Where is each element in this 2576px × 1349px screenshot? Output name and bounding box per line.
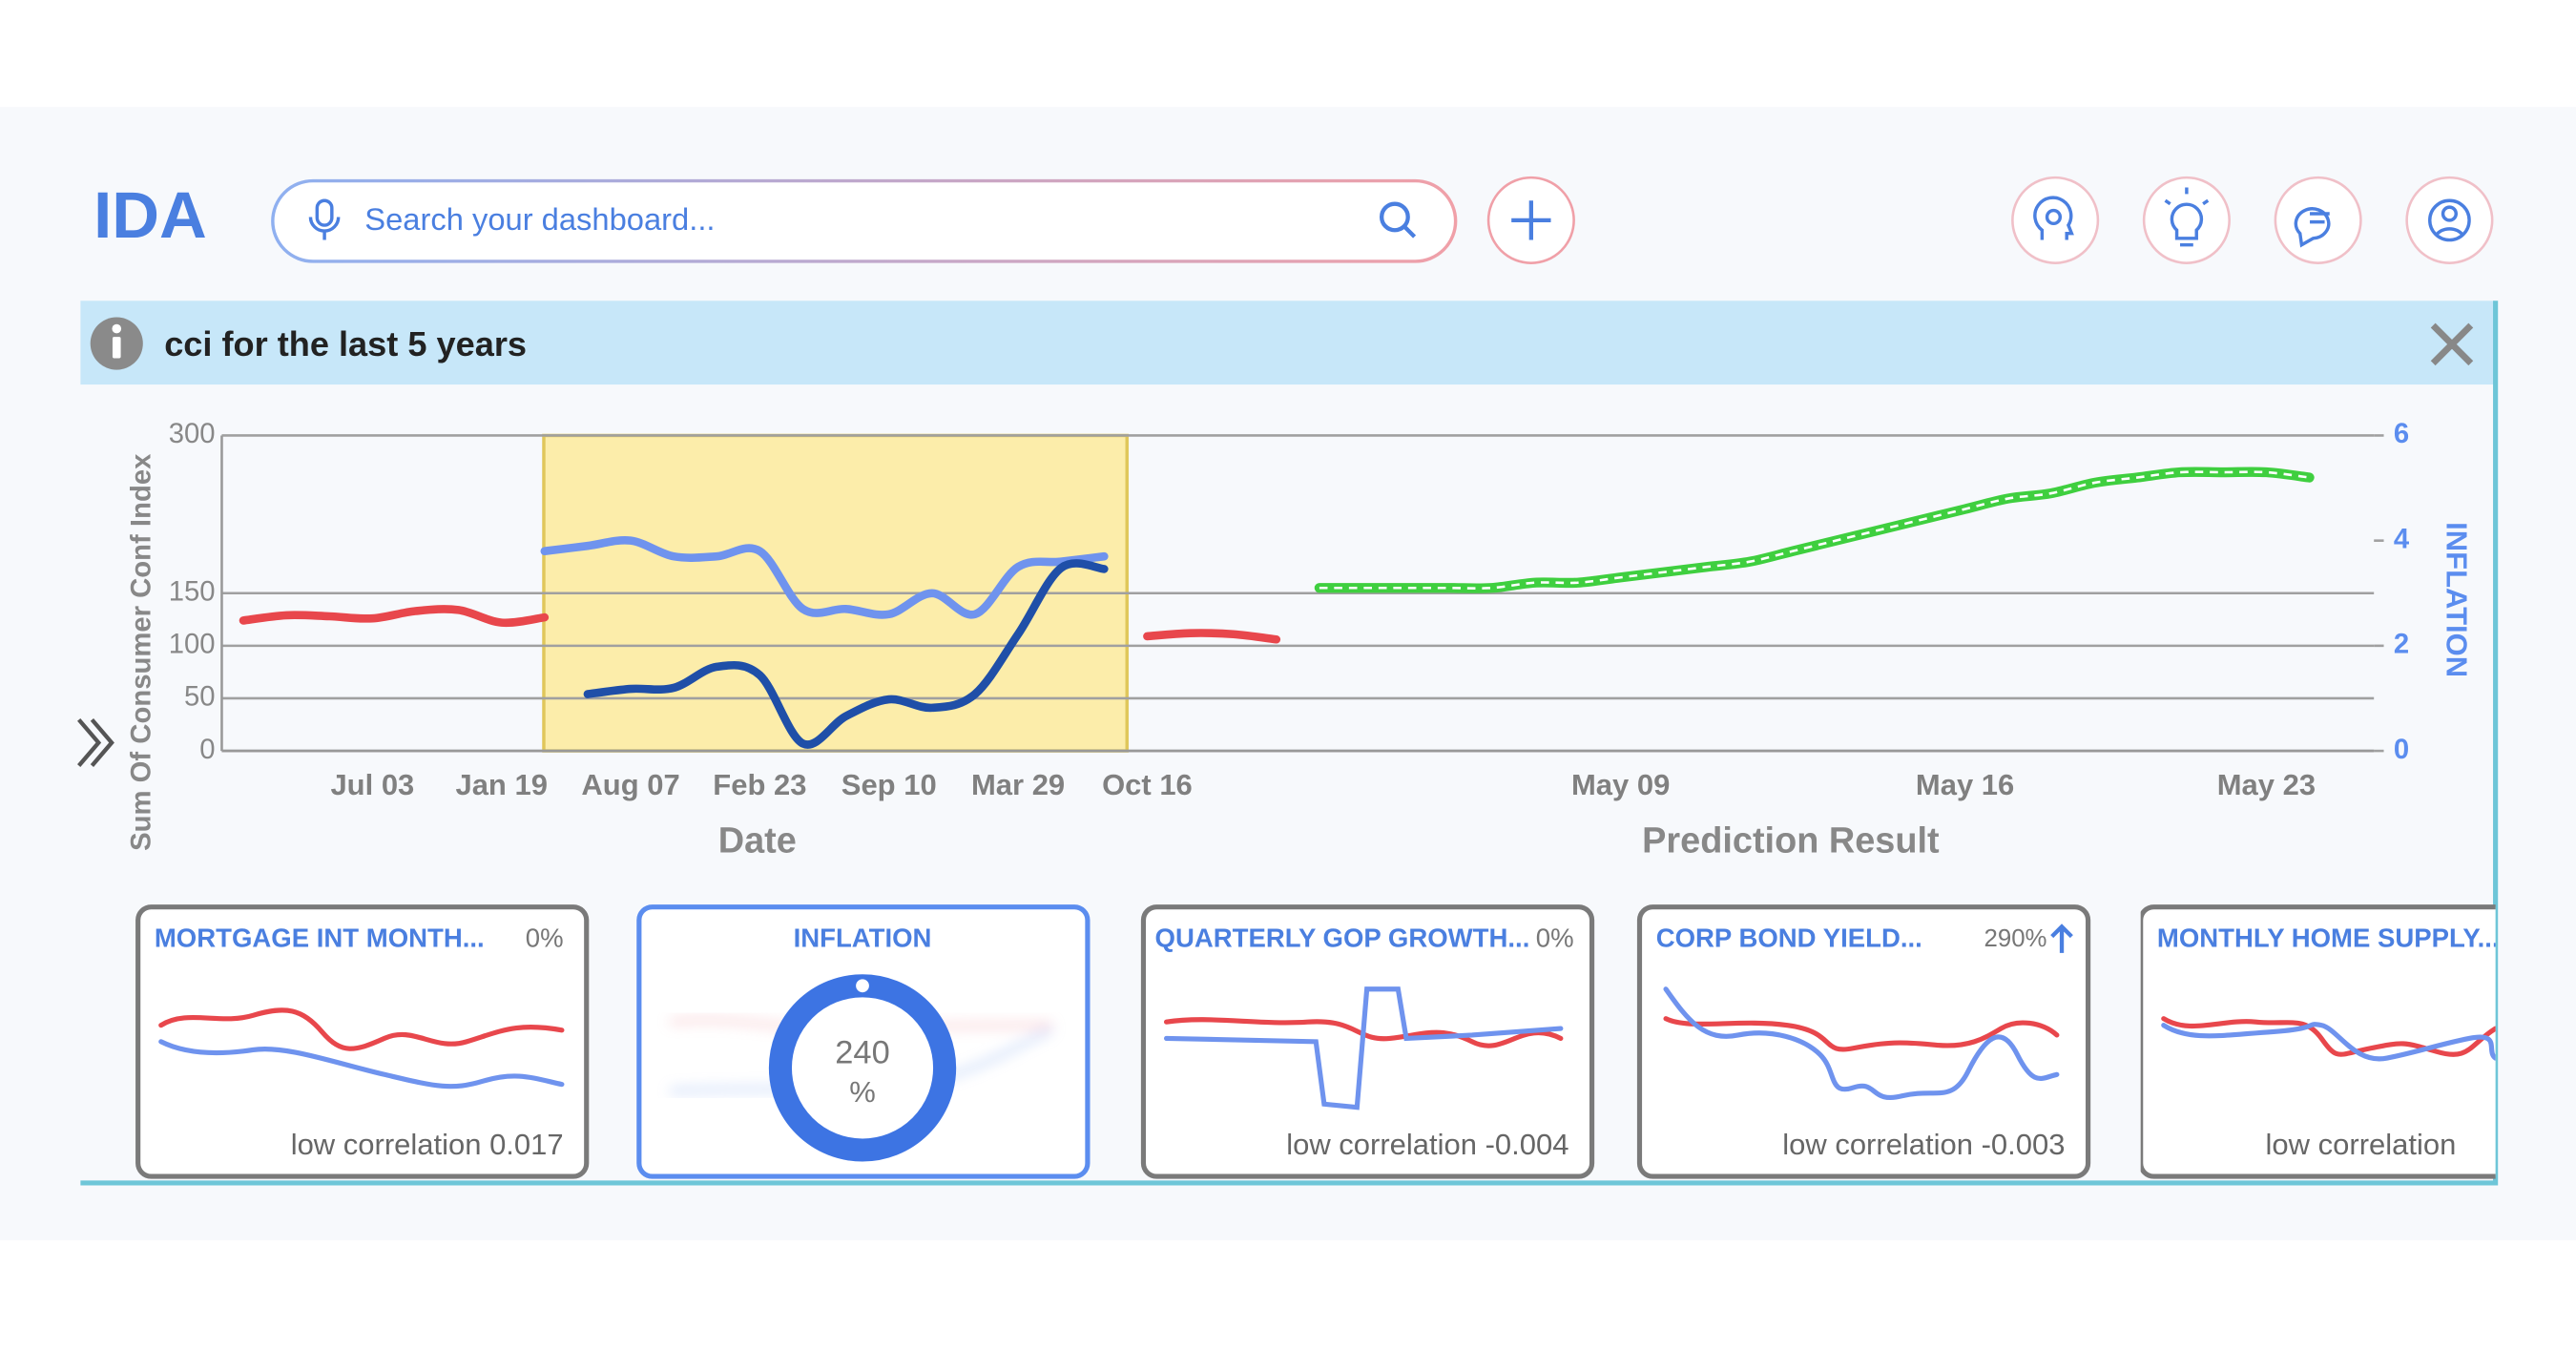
mic-icon[interactable] <box>308 198 341 240</box>
expand-chevron[interactable] <box>77 717 114 767</box>
y-tick-label: 50 <box>184 682 216 713</box>
card-frame <box>1636 904 2091 1179</box>
search-box[interactable] <box>271 178 1458 263</box>
card-title: MORTGAGE INT MONTH... <box>155 923 485 952</box>
x-tick-label: Jan 19 <box>455 768 547 801</box>
sparkline <box>1163 986 1564 1110</box>
y2-tick-label: 6 <box>2394 419 2409 449</box>
card[interactable]: QUARTERLY GOP GROWTH... 0% low correlati… <box>1140 904 1595 1179</box>
card-title: INFLATION <box>794 923 932 952</box>
panel-border <box>80 301 2499 1186</box>
y2-tick-label: 0 <box>2394 735 2409 765</box>
donut-knob <box>852 975 873 996</box>
card[interactable]: MORTGAGE INT MONTH... 0% low correlation… <box>135 904 590 1179</box>
y-tick-label: 150 <box>169 576 216 607</box>
logo[interactable]: IDA <box>93 178 207 252</box>
x-tick-label: Aug 07 <box>581 768 679 801</box>
x-tick-label: Mar 29 <box>971 768 1065 801</box>
card-frame <box>1140 904 1595 1179</box>
y2-tick-label: 4 <box>2394 524 2410 554</box>
sparkline <box>158 1039 565 1090</box>
up-arrow <box>2050 924 2073 953</box>
series-line <box>540 535 1109 619</box>
x-tick-label: May 09 <box>1571 768 1670 801</box>
toolbar-glyphs <box>2033 187 2471 248</box>
card-change: 0% <box>1536 923 1574 952</box>
card-note: low correlation <box>2266 1128 2457 1161</box>
panel-header <box>80 301 2496 385</box>
card-change: 0% <box>526 923 564 952</box>
series-line <box>239 605 1281 644</box>
series-line <box>583 559 1109 749</box>
card-note: low correlation -0.003 <box>1782 1128 2065 1161</box>
x-tick-label: Oct 16 <box>1102 768 1193 801</box>
x-tick-label: May 23 <box>2217 768 2316 801</box>
ai-button[interactable] <box>2011 176 2100 264</box>
close-button[interactable] <box>2430 322 2474 366</box>
chart: 0 50 100 150 300 0 2 4 6 Jul 03 Jan 19 Aug 07 Feb 23… <box>127 419 2474 861</box>
card[interactable]: CORP BOND YIELD... 290% low correlation … <box>1636 904 2091 1179</box>
y-axis-label: Sum Of Consumer Conf Index <box>127 453 157 851</box>
card[interactable]: INFLATION 240 % <box>636 904 1091 1179</box>
y-tick-label: 100 <box>169 630 216 660</box>
sparkline <box>2161 1022 2496 1062</box>
card-title: CORP BOND YIELD... <box>1656 923 1922 952</box>
idea-button[interactable] <box>2142 176 2231 264</box>
sparkline <box>1663 1016 2060 1052</box>
search-icon[interactable] <box>1379 201 1417 239</box>
card-frame <box>135 904 590 1179</box>
card-note: low correlation -0.004 <box>1286 1128 1568 1161</box>
sparkline <box>1163 1017 1564 1048</box>
x-axis-label: Prediction Result <box>1642 820 1940 861</box>
y-tick-label: 300 <box>169 419 216 449</box>
y-tick-label: 0 <box>199 735 215 765</box>
x-tick-label: Feb 23 <box>713 768 806 801</box>
add-icon <box>1511 200 1551 240</box>
card-title: QUARTERLY GOP GROWTH... <box>1155 923 1530 952</box>
card-note: low correlation 0.017 <box>291 1128 564 1161</box>
x-tick-label: Jul 03 <box>330 768 414 801</box>
donut-value: 240 <box>835 1035 889 1071</box>
sparkline <box>1663 986 2060 1100</box>
x-tick-label: May 16 <box>1916 768 2014 801</box>
panel-title: cci for the last 5 years <box>164 324 527 363</box>
x-axis-label: Date <box>718 820 797 861</box>
donut-unit: % <box>849 1075 876 1109</box>
sparkline <box>158 1007 565 1051</box>
y2-axis-label: INFLATION <box>2440 522 2473 677</box>
card-change: 290% <box>1984 925 2047 952</box>
info-dot <box>112 323 122 334</box>
card[interactable]: MONTHLY HOME SUPPLY... low correlation <box>2140 904 2576 1179</box>
line-dash <box>1319 470 2310 590</box>
card-frame <box>2140 904 2496 1179</box>
search-placeholder[interactable]: Search your dashboard... <box>364 201 715 237</box>
info-glyph <box>112 337 121 359</box>
sparkline <box>2161 1016 2496 1057</box>
x-tick-label: Sep 10 <box>841 768 937 801</box>
card-title: MONTHLY HOME SUPPLY... <box>2157 923 2500 952</box>
y2-tick-label: 2 <box>2394 630 2409 660</box>
